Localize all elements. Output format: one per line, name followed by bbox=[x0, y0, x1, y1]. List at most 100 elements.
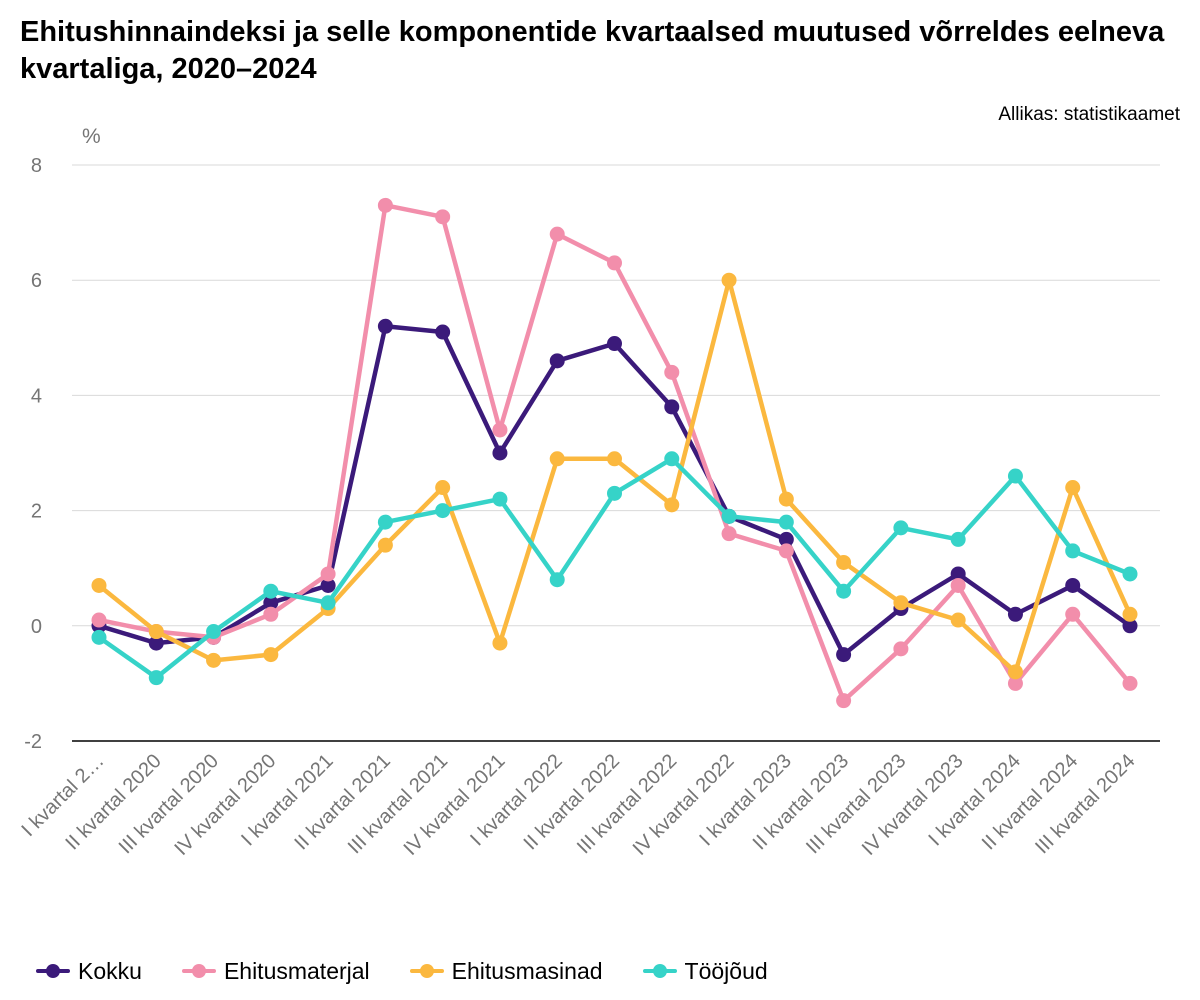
data-point[interactable] bbox=[607, 336, 622, 352]
data-point[interactable] bbox=[1122, 566, 1138, 582]
series-2 bbox=[91, 272, 1138, 680]
chart-title: Ehitushinnaindeksi ja selle komponentide… bbox=[20, 16, 1165, 85]
data-point[interactable] bbox=[778, 531, 794, 547]
legend-label-ehitusmaterjal: Ehitusmaterjal bbox=[223, 957, 370, 984]
data-point[interactable] bbox=[263, 647, 279, 663]
y-tick-label: 2 bbox=[31, 501, 42, 523]
legend-swatch-ehitusmasinad bbox=[409, 956, 444, 986]
data-point[interactable] bbox=[435, 503, 451, 519]
data-point[interactable] bbox=[664, 497, 680, 513]
data-point[interactable] bbox=[377, 318, 393, 334]
data-point[interactable] bbox=[1065, 606, 1081, 622]
y-tick-label: 6 bbox=[31, 270, 42, 292]
source-label: Allikas: statistikaamet bbox=[998, 104, 1180, 125]
data-point[interactable] bbox=[950, 566, 966, 582]
data-point[interactable] bbox=[148, 624, 164, 640]
legend-swatch-kokku bbox=[36, 956, 70, 986]
data-point[interactable] bbox=[549, 226, 565, 242]
data-point[interactable] bbox=[377, 197, 393, 213]
y-tick-label: 4 bbox=[31, 385, 42, 407]
y-tick-label: -2 bbox=[24, 731, 42, 753]
data-point[interactable] bbox=[263, 595, 279, 611]
data-point[interactable] bbox=[1122, 618, 1138, 634]
data-point[interactable] bbox=[836, 647, 852, 663]
data-point[interactable] bbox=[148, 670, 164, 686]
data-point[interactable] bbox=[664, 399, 680, 415]
gridlines bbox=[72, 164, 1160, 742]
data-point[interactable] bbox=[721, 508, 737, 524]
data-point[interactable] bbox=[1007, 468, 1023, 484]
data-point[interactable] bbox=[1065, 543, 1081, 559]
data-point[interactable] bbox=[893, 520, 909, 536]
data-point[interactable] bbox=[320, 595, 336, 611]
legend-swatch-ehitusmaterjal bbox=[181, 956, 216, 986]
data-point[interactable] bbox=[549, 572, 565, 588]
legend: Kokku Ehitusmaterjal Ehitusmasinad Tööjõ… bbox=[36, 956, 808, 986]
data-point[interactable] bbox=[206, 624, 222, 640]
data-point[interactable] bbox=[893, 641, 909, 657]
x-tick-label: III kvartal 2022 bbox=[573, 750, 681, 858]
data-point[interactable] bbox=[206, 652, 222, 668]
data-point[interactable] bbox=[721, 526, 737, 542]
legend-item-toojoud[interactable]: Tööjõud bbox=[642, 956, 768, 986]
data-point[interactable] bbox=[836, 693, 852, 709]
data-point[interactable] bbox=[778, 514, 794, 530]
data-point[interactable] bbox=[549, 353, 565, 369]
x-tick-label: IV kvartal 2022 bbox=[629, 750, 739, 860]
data-point[interactable] bbox=[1065, 480, 1081, 496]
x-tick-label: III kvartal 2024 bbox=[1031, 750, 1139, 858]
data-point[interactable] bbox=[836, 583, 852, 599]
data-point[interactable] bbox=[607, 255, 622, 271]
data-point[interactable] bbox=[950, 577, 966, 593]
data-point[interactable] bbox=[91, 612, 107, 628]
data-point[interactable] bbox=[1065, 577, 1081, 593]
data-point[interactable] bbox=[950, 531, 966, 547]
data-point[interactable] bbox=[664, 451, 680, 467]
legend-item-kokku[interactable]: Kokku bbox=[36, 956, 142, 986]
data-point[interactable] bbox=[91, 629, 107, 645]
data-point[interactable] bbox=[435, 324, 451, 340]
data-point[interactable] bbox=[1007, 664, 1023, 680]
data-point[interactable] bbox=[377, 514, 393, 530]
data-point[interactable] bbox=[435, 480, 451, 496]
data-point[interactable] bbox=[721, 272, 737, 288]
y-tick-label: 0 bbox=[31, 616, 42, 638]
legend-item-ehitusmaterjal[interactable]: Ehitusmaterjal bbox=[181, 956, 370, 986]
series-3 bbox=[91, 451, 1138, 686]
legend-item-ehitusmasinad[interactable]: Ehitusmasinad bbox=[409, 956, 603, 986]
series-lines bbox=[91, 197, 1138, 709]
legend-label-toojoud: Tööjõud bbox=[684, 957, 768, 984]
data-point[interactable] bbox=[607, 451, 622, 467]
data-point[interactable] bbox=[1007, 606, 1023, 622]
data-point[interactable] bbox=[549, 451, 565, 467]
data-point[interactable] bbox=[263, 606, 279, 622]
data-point[interactable] bbox=[492, 445, 508, 461]
data-point[interactable] bbox=[263, 583, 279, 599]
y-axis-label: % bbox=[82, 125, 101, 148]
data-point[interactable] bbox=[893, 595, 909, 611]
x-tick-label: IV kvartal 2023 bbox=[858, 750, 968, 860]
data-point[interactable] bbox=[435, 209, 451, 225]
data-point[interactable] bbox=[492, 422, 508, 438]
data-point[interactable] bbox=[91, 577, 107, 593]
data-point[interactable] bbox=[836, 554, 852, 570]
series-1 bbox=[91, 197, 1138, 709]
data-point[interactable] bbox=[492, 491, 508, 507]
data-point[interactable] bbox=[1122, 606, 1138, 622]
data-point[interactable] bbox=[778, 491, 794, 507]
data-point[interactable] bbox=[664, 364, 680, 380]
data-point[interactable] bbox=[492, 635, 508, 651]
data-point[interactable] bbox=[320, 577, 336, 593]
data-point[interactable] bbox=[607, 485, 622, 501]
data-point[interactable] bbox=[950, 612, 966, 628]
data-point[interactable] bbox=[1007, 675, 1023, 691]
x-tick-label: IV kvartal 2021 bbox=[400, 750, 510, 860]
data-point[interactable] bbox=[148, 635, 164, 651]
data-point[interactable] bbox=[377, 537, 393, 553]
data-point[interactable] bbox=[320, 566, 336, 582]
data-point[interactable] bbox=[778, 543, 794, 559]
legend-label-ehitusmasinad: Ehitusmasinad bbox=[451, 957, 603, 984]
data-point[interactable] bbox=[1122, 675, 1138, 691]
x-tick-label: III kvartal 2020 bbox=[115, 750, 223, 858]
y-axis-ticks: -2 0 2 4 6 8 bbox=[24, 155, 42, 753]
